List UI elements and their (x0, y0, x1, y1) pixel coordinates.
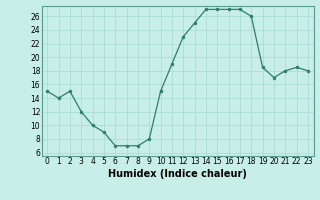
X-axis label: Humidex (Indice chaleur): Humidex (Indice chaleur) (108, 169, 247, 179)
